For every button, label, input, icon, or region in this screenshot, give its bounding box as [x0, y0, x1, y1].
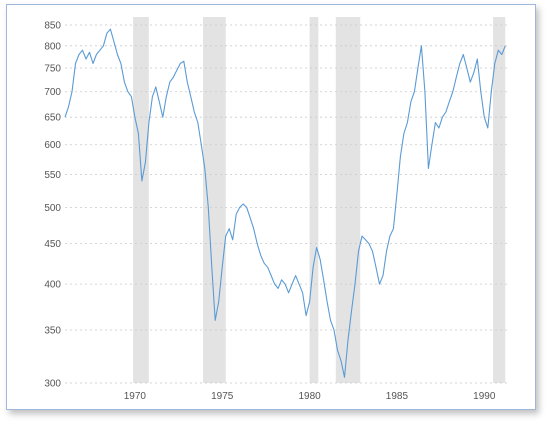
- recession-bands: [133, 17, 506, 383]
- x-tick-label-1970: 1970: [124, 391, 147, 402]
- gridlines: [65, 24, 507, 384]
- y-tick-label-750: 750: [44, 64, 61, 75]
- y-tick-label-400: 400: [44, 280, 61, 291]
- x-tick-label-1990: 1990: [473, 391, 496, 402]
- line-chart: 850 800 750 700 650 600 550 500 450 400 350 300 197…: [44, 17, 507, 402]
- recession-band-1: [203, 17, 226, 383]
- recession-band-2: [309, 17, 319, 383]
- x-tick-label-1985: 1985: [386, 391, 409, 402]
- y-tick-label-650: 650: [44, 113, 61, 124]
- y-tick-label-300: 300: [44, 379, 61, 390]
- y-tick-label-500: 500: [44, 203, 61, 214]
- y-tick-label-800: 800: [44, 41, 61, 52]
- y-tick-label-550: 550: [44, 170, 61, 181]
- y-tick-label-350: 350: [44, 326, 61, 337]
- x-tick-label-1980: 1980: [298, 391, 321, 402]
- y-tick-label-450: 450: [44, 239, 61, 250]
- recession-band-0: [133, 17, 149, 383]
- y-tick-label-700: 700: [44, 87, 61, 98]
- recession-band-3: [335, 17, 361, 383]
- chart-frame: 850 800 750 700 650 600 550 500 450 400 350 300 197…: [6, 4, 536, 410]
- y-axis-ticks: 850 800 750 700 650 600 550 500 450 400 350 300: [44, 20, 61, 389]
- y-tick-label-600: 600: [44, 140, 61, 151]
- recession-band-4: [493, 17, 506, 383]
- y-tick-label-850: 850: [44, 20, 61, 31]
- series-line: [64, 28, 506, 378]
- x-axis-ticks: 1970 1975 1980 1985 1990: [124, 391, 496, 402]
- x-tick-label-1975: 1975: [211, 391, 234, 402]
